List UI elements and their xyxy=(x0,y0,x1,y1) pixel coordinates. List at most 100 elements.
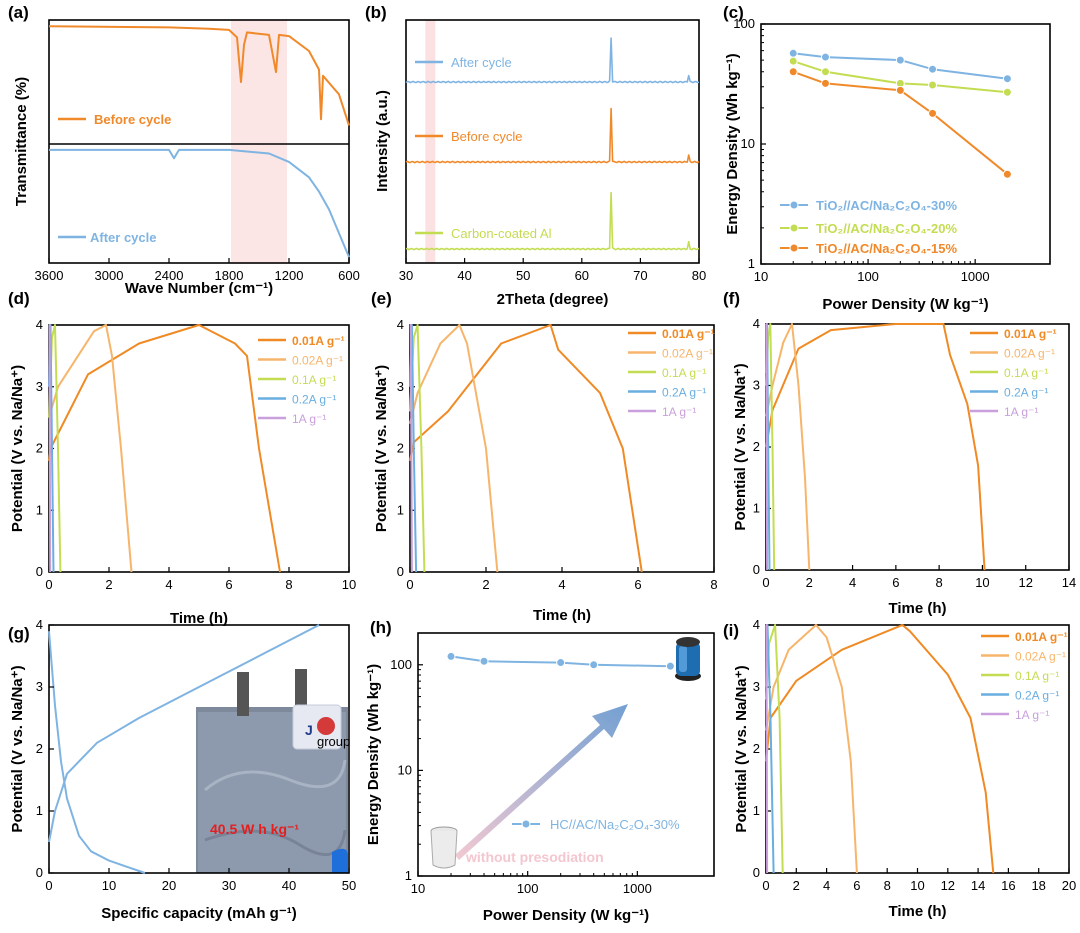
x-tick-label-i: 4 xyxy=(823,878,830,893)
x-tick-label-i: 8 xyxy=(884,878,891,893)
legend-label-after-cycle: After cycle xyxy=(90,230,156,245)
data-point-tio2-20 xyxy=(788,56,798,66)
x-tick-label-f: 8 xyxy=(936,575,943,590)
x-tick-label-f: 0 xyxy=(762,575,769,590)
series-line-after-cycle xyxy=(49,148,350,258)
legend-marker-tio2-20 xyxy=(789,223,799,233)
x-tick-label-b: 60 xyxy=(575,268,589,283)
x-tick-label-i: 20 xyxy=(1062,878,1076,893)
highlight-band-b xyxy=(425,20,436,263)
data-point-tio2-15 xyxy=(820,78,830,88)
plot-frame-b xyxy=(405,19,700,264)
legend-label-i-rate-4: 1A g⁻¹ xyxy=(1015,708,1049,722)
series-line-e-rate-0 xyxy=(409,324,643,573)
y-tick-label-e: 3 xyxy=(397,379,404,394)
series-line-after-cycle-xrd xyxy=(405,37,700,84)
legend-label-e-rate-3: 0.2A g⁻¹ xyxy=(662,386,706,400)
legend-label-d-rate-3: 0.2A g⁻¹ xyxy=(292,393,336,407)
y-tick-label-f: 2 xyxy=(753,439,760,454)
x-tick-label-i: 10 xyxy=(910,878,924,893)
x-tick-label-a: 3000 xyxy=(95,268,124,283)
y-tick-label-g: 0 xyxy=(36,865,43,880)
legend-label-f-rate-2: 0.1A g⁻¹ xyxy=(1004,366,1048,380)
plot-frame-f xyxy=(765,323,1070,571)
x-tick-label-g: 20 xyxy=(162,878,176,893)
logo-badge xyxy=(292,704,342,750)
x-tick-label-d: 8 xyxy=(285,577,292,592)
x-tick-label-h: 1000 xyxy=(623,881,652,896)
data-point-hc xyxy=(479,656,489,666)
x-tick-label-h: 10 xyxy=(411,881,425,896)
y-axis-label-f: Potential (V vs. Na/Na⁺) xyxy=(732,363,749,530)
data-point-tio2-20 xyxy=(1002,87,1012,97)
annotation-energy-density: 40.5 W h kg⁻¹ xyxy=(210,821,299,837)
legend-label-f-rate-1: 0.02A g⁻¹ xyxy=(1004,347,1055,361)
x-tick-label-e: 4 xyxy=(558,577,565,592)
legend-label-carbon-coated-al: Carbon-coated Al xyxy=(451,226,552,241)
tab-right xyxy=(295,669,307,715)
y-axis-label-h: Energy Density (Wh kg⁻¹) xyxy=(365,664,382,845)
series-line-f-rate-4 xyxy=(765,323,769,571)
y-axis-label-g: Potential (V vs. Na/Na⁺) xyxy=(9,665,26,832)
series-line-f-rate-1 xyxy=(765,323,811,571)
y-axis-label-e: Potential (V vs. Na/Na⁺) xyxy=(373,365,390,532)
y-tick-label-d: 2 xyxy=(36,441,43,456)
x-tick-label-g: 50 xyxy=(342,878,356,893)
x-tick-label-f: 10 xyxy=(975,575,989,590)
x-tick-label-d: 10 xyxy=(342,577,356,592)
y-tick-label-g: 4 xyxy=(36,617,43,632)
x-tick-label-i: 12 xyxy=(941,878,955,893)
x-axis-label-h: Power Density (W kg⁻¹) xyxy=(483,907,649,924)
x-axis-label-c: Power Density (W kg⁻¹) xyxy=(822,296,988,313)
wrinkle-1 xyxy=(204,759,347,792)
empty-battery-icon xyxy=(430,826,458,869)
series-line-e-rate-4 xyxy=(409,324,413,573)
legend-marker-hc xyxy=(521,819,531,829)
y-tick-label-h: 1 xyxy=(405,868,412,883)
y-tick-label-g: 2 xyxy=(36,741,43,756)
legend-label-before-cycle: Before cycle xyxy=(94,112,171,127)
y-tick-label-f: 3 xyxy=(753,378,760,393)
x-tick-label-i: 14 xyxy=(971,878,985,893)
legend-label-e-rate-0: 0.01A g⁻¹ xyxy=(662,327,715,341)
data-point-hc xyxy=(446,651,456,661)
x-tick-label-a: 2400 xyxy=(155,268,184,283)
legend-label-d-rate-2: 0.1A g⁻¹ xyxy=(292,373,336,387)
data-point-tio2-15 xyxy=(928,108,938,118)
x-tick-label-d: 0 xyxy=(45,577,52,592)
legend-label-i-rate-1: 0.02A g⁻¹ xyxy=(1015,650,1066,664)
y-tick-label-g: 3 xyxy=(36,679,43,694)
data-point-hc xyxy=(556,658,566,668)
panel-label-d: (d) xyxy=(8,289,30,308)
y-axis-label-i: Potential (V vs. Na/Na⁺) xyxy=(733,665,750,832)
y-tick-label-f: 0 xyxy=(753,562,760,577)
series-line-i-rate-4 xyxy=(765,624,769,874)
legend-label-i-rate-0: 0.01A g⁻¹ xyxy=(1015,630,1068,644)
logo-text: group xyxy=(317,734,350,749)
data-point-tio2-30 xyxy=(788,48,798,58)
x-tick-label-e: 0 xyxy=(406,577,413,592)
y-tick-label-h: 10 xyxy=(398,762,412,777)
x-tick-label-a: 600 xyxy=(338,268,360,283)
battery-top xyxy=(676,637,700,647)
panel-label-b: (b) xyxy=(365,3,387,22)
panel-label-h: (h) xyxy=(370,618,392,637)
panel-label-e: (e) xyxy=(371,289,392,308)
x-tick-label-g: 10 xyxy=(102,878,116,893)
data-point-tio2-20 xyxy=(820,67,830,77)
x-tick-label-g: 40 xyxy=(282,878,296,893)
legend-label-e-rate-4: 1A g⁻¹ xyxy=(662,405,696,419)
x-tick-label-d: 2 xyxy=(105,577,112,592)
x-tick-label-a: 1800 xyxy=(215,268,244,283)
legend-label-i-rate-3: 0.2A g⁻¹ xyxy=(1015,689,1059,703)
y-tick-label-i: 2 xyxy=(753,741,760,756)
x-tick-label-d: 6 xyxy=(225,577,232,592)
legend-marker-tio2-30 xyxy=(789,200,799,210)
x-tick-label-b: 50 xyxy=(516,268,530,283)
logo-mark xyxy=(317,717,335,735)
y-axis-label-a: Transmittance (%) xyxy=(13,77,30,206)
data-point-tio2-15 xyxy=(788,67,798,77)
x-tick-label-a: 1200 xyxy=(275,268,304,283)
